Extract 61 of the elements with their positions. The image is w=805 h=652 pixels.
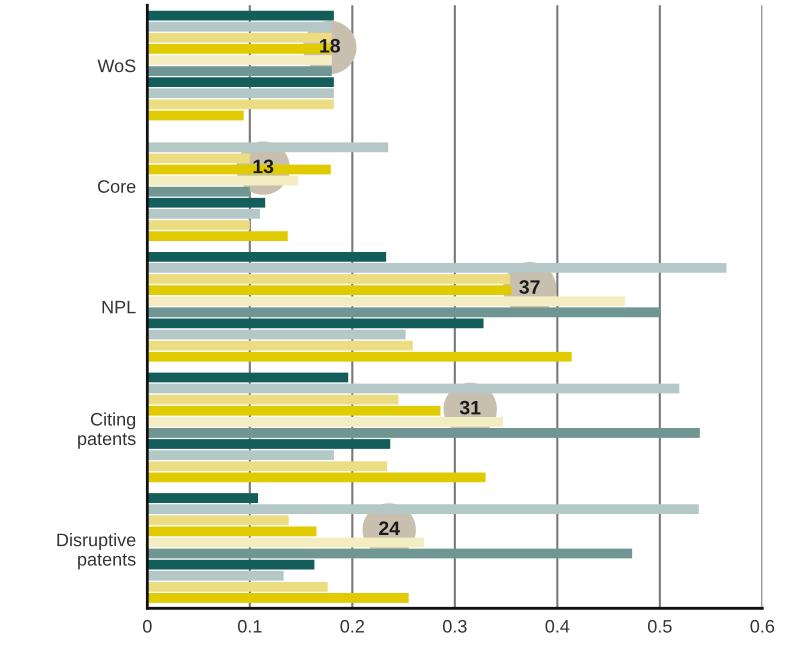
bar xyxy=(147,526,316,536)
y-tick-label: Citing patents xyxy=(78,412,136,449)
bar xyxy=(147,340,413,350)
x-tick-label: 0.1 xyxy=(238,620,262,633)
bar xyxy=(147,186,250,197)
y-tick-label: Core xyxy=(98,180,136,193)
bar xyxy=(147,548,632,558)
bar xyxy=(147,220,250,230)
bar xyxy=(147,10,334,20)
bar xyxy=(147,176,298,186)
bar xyxy=(147,428,700,438)
bar xyxy=(147,330,406,340)
y-tick-label: NPL xyxy=(102,300,136,314)
bar xyxy=(147,66,332,76)
bar xyxy=(147,209,260,219)
bar xyxy=(147,372,348,382)
bar xyxy=(147,285,512,296)
bar xyxy=(147,252,386,262)
bar xyxy=(147,198,266,208)
x-tick-label: 0 xyxy=(143,620,152,633)
bar xyxy=(147,307,660,318)
bar xyxy=(147,318,484,328)
x-tick-label: 0.6 xyxy=(750,620,774,633)
bar xyxy=(147,88,334,98)
bar xyxy=(147,504,699,514)
y-tick-label: Disruptive patents xyxy=(57,533,136,570)
bar xyxy=(147,406,440,416)
bar xyxy=(147,99,334,110)
bar xyxy=(147,570,284,581)
bar xyxy=(147,384,680,394)
annotation: 24 xyxy=(379,521,400,535)
bar xyxy=(147,560,314,570)
y-tick-label: WoS xyxy=(97,59,136,72)
bar xyxy=(147,493,258,503)
bar xyxy=(147,154,250,164)
annotation: 37 xyxy=(519,280,540,294)
bar xyxy=(147,461,388,472)
x-tick-label: 0.3 xyxy=(442,620,467,633)
bar xyxy=(147,515,289,526)
bar xyxy=(147,263,726,273)
bar xyxy=(147,77,334,88)
bar xyxy=(147,472,486,482)
bar xyxy=(147,593,409,603)
bar xyxy=(147,582,328,592)
bar xyxy=(147,142,388,152)
bar xyxy=(147,55,332,65)
x-tick-label: 0.2 xyxy=(340,620,364,633)
annotation: 31 xyxy=(460,400,480,415)
bar xyxy=(147,538,424,548)
bar xyxy=(147,22,332,32)
bar xyxy=(147,394,398,405)
bar xyxy=(147,274,510,284)
bar xyxy=(147,110,244,120)
bar xyxy=(147,439,390,449)
x-tick-label: 0.4 xyxy=(545,620,570,633)
bar xyxy=(147,231,288,241)
bar xyxy=(147,416,503,427)
bar xyxy=(147,296,625,306)
bar xyxy=(147,450,334,460)
x-tick-label: 0.5 xyxy=(648,620,672,633)
bar xyxy=(147,352,572,362)
